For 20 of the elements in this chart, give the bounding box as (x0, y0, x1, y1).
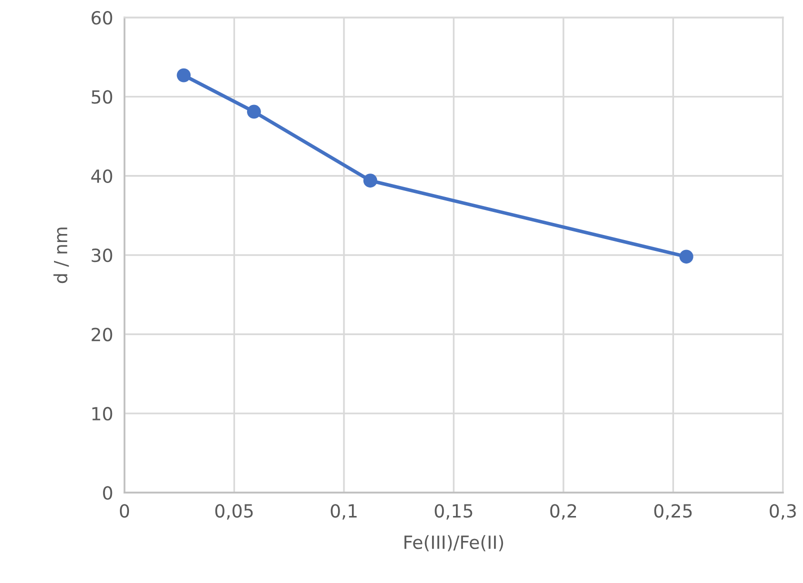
y-tick-label: 0 (103, 486, 112, 500)
y-tick-label: 50 (92, 90, 112, 104)
y-axis-title: d / nm (53, 228, 69, 284)
x-tick-label: 0,15 (434, 504, 472, 520)
y-tick-label: 30 (92, 248, 112, 262)
x-tick-label: 0,05 (215, 504, 253, 520)
x-tick-label: 0,3 (770, 504, 796, 520)
y-tick-label: 40 (91, 169, 112, 183)
x-axis-title: Fe(III)/Fe(II) (404, 535, 504, 552)
x-tick-label: 0,1 (330, 504, 357, 520)
x-tick-label: 0,25 (654, 504, 692, 520)
y-tick-label: 10 (92, 406, 112, 421)
point (363, 174, 378, 188)
point (247, 104, 261, 119)
y-tick-label: 20 (92, 328, 112, 342)
point (679, 250, 694, 264)
y-tick-label: 60 (92, 10, 112, 25)
x-tick-label: 0,2 (550, 504, 576, 520)
x-tick-label: 0 (120, 504, 130, 518)
point (176, 68, 191, 82)
